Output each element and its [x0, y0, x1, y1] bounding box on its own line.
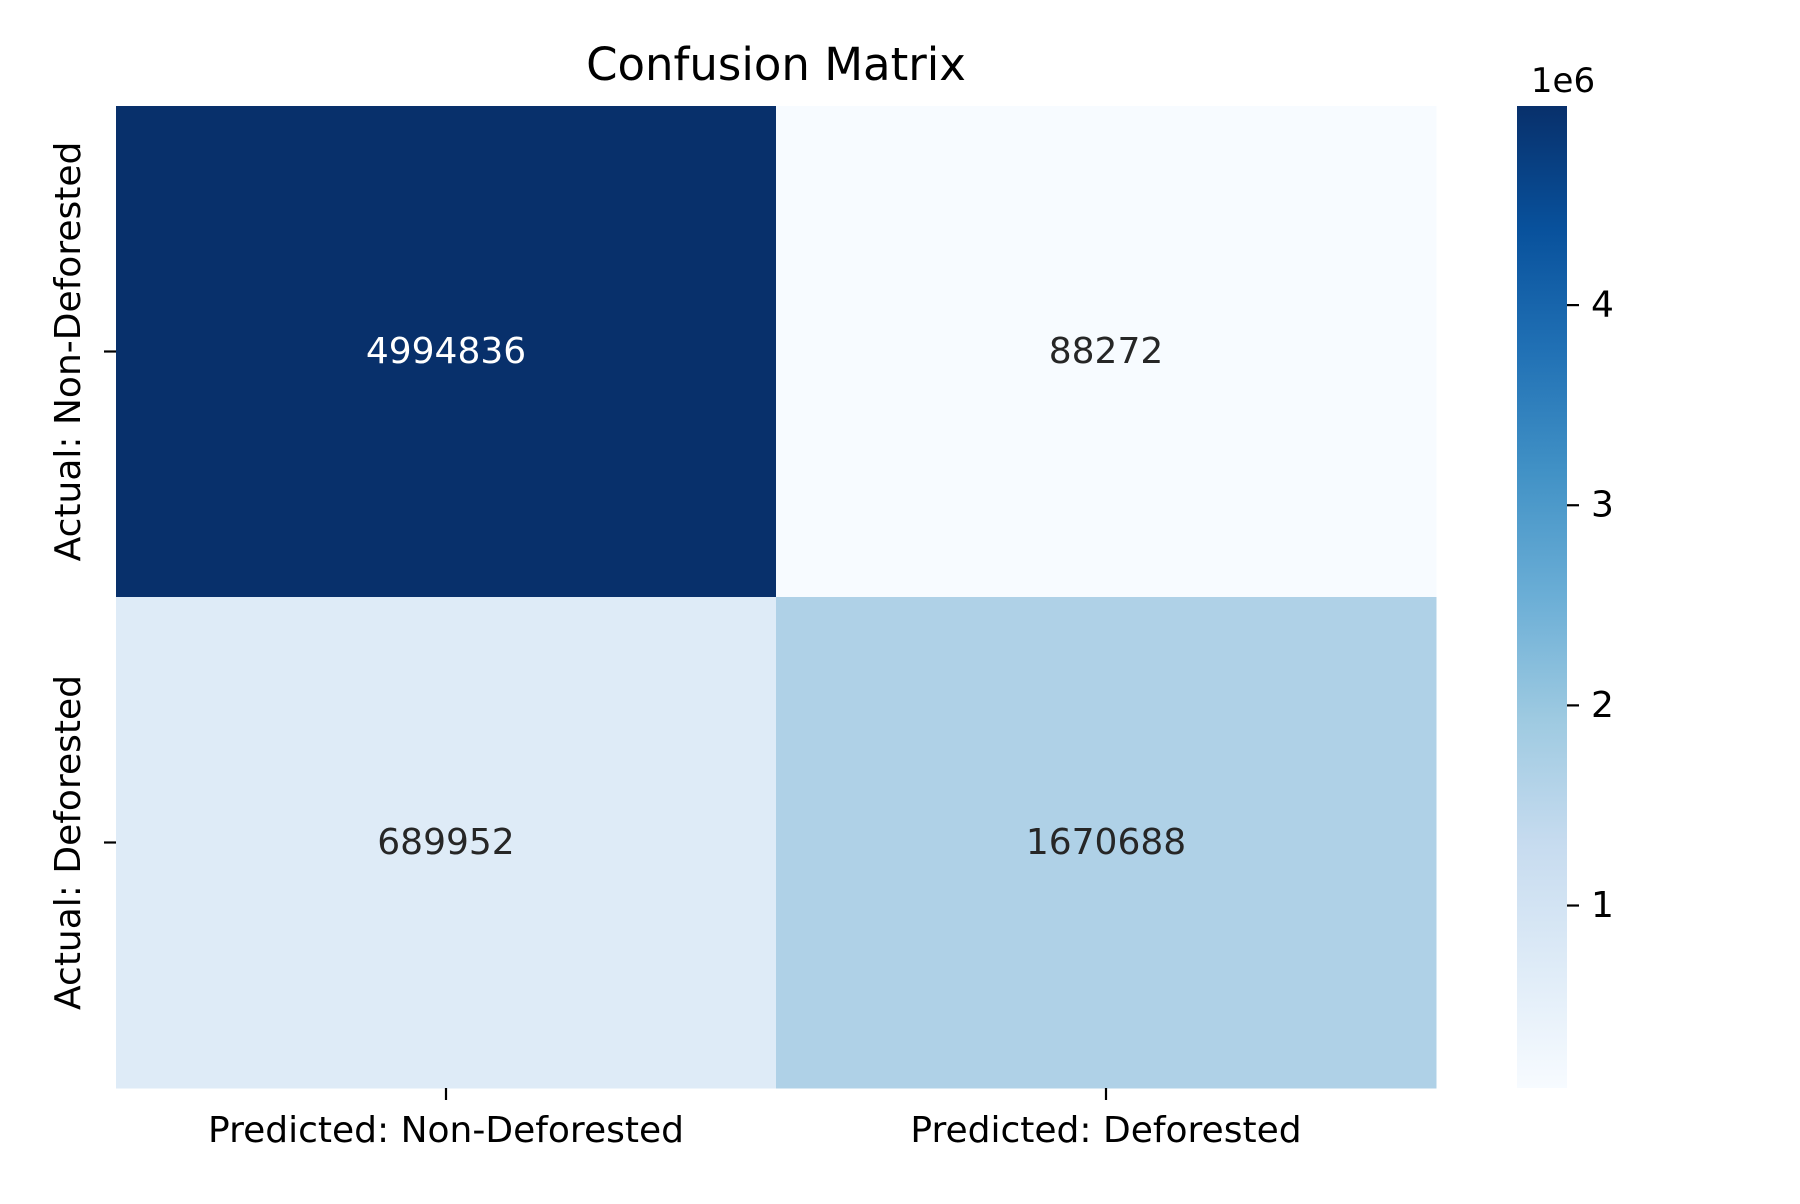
x-tick-label: Predicted: Deforested — [910, 1110, 1301, 1151]
colorbar-tick-label: 4 — [1591, 285, 1614, 326]
heatmap-cell — [116, 106, 777, 598]
colorbar-tick-label: 1 — [1591, 885, 1614, 926]
chart-title: Confusion Matrix — [586, 38, 966, 91]
cell-value-label: 88272 — [1049, 331, 1164, 372]
x-tick-label: Predicted: Non-Deforested — [208, 1110, 684, 1151]
colorbar-tick-label: 2 — [1591, 685, 1614, 726]
heatmap-cell — [776, 106, 1437, 598]
cell-value-label: 4994836 — [366, 331, 526, 372]
heatmap-cells — [116, 106, 1437, 1089]
colorbar: 1e6 1 2 3 4 — [1517, 61, 1614, 1088]
colorbar-tick-label: 3 — [1591, 485, 1614, 526]
cell-value-label: 1670688 — [1026, 822, 1186, 863]
colorbar-ticks: 1 2 3 4 — [1567, 285, 1614, 926]
y-tick-label: Actual: Non-Deforested — [48, 142, 89, 562]
heatmap-cell — [776, 597, 1437, 1089]
colorbar-offset-label: 1e6 — [1531, 61, 1595, 101]
cell-value-label: 689952 — [377, 822, 514, 863]
cell-annotations: 4994836 88272 689952 1670688 — [366, 331, 1186, 863]
y-axis: Actual: Non-Deforested Actual: Deforested — [48, 142, 116, 1010]
y-tick-label: Actual: Deforested — [48, 675, 89, 1010]
x-axis: Predicted: Non-Deforested Predicted: Defo… — [208, 1088, 1302, 1151]
colorbar-gradient — [1517, 106, 1567, 1088]
heatmap-cell — [116, 597, 777, 1089]
